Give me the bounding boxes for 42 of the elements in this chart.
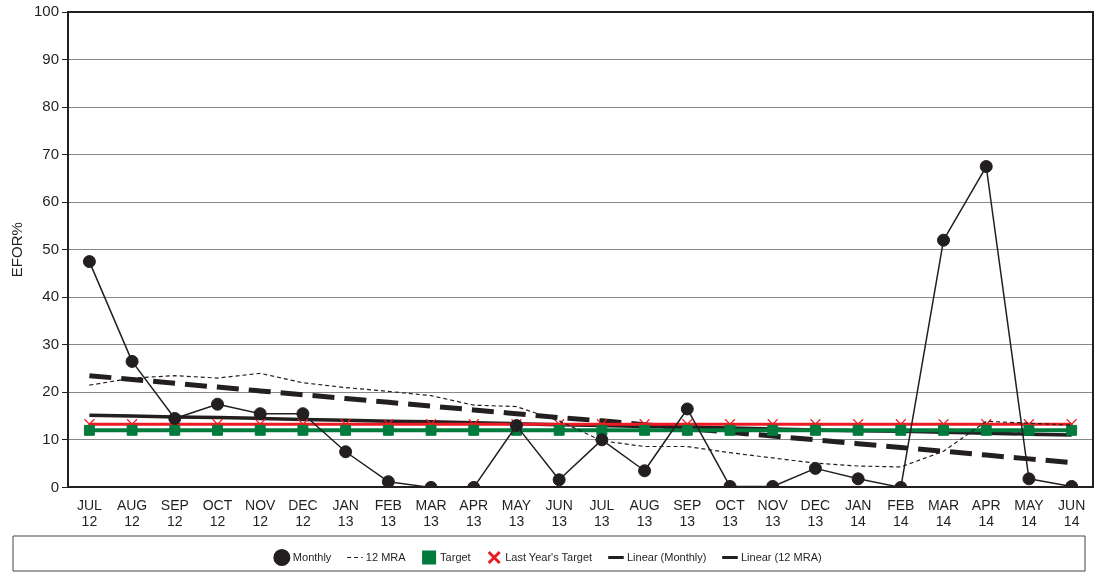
x-tick-label: JUN 14 <box>1058 496 1086 530</box>
y-tick-label: 100 <box>34 2 60 20</box>
x-tick-label: APR 14 <box>971 496 1001 530</box>
x-tick-label: OCT 13 <box>715 496 746 530</box>
x-tick-label: FEB 13 <box>374 496 402 530</box>
legend-label: Last Year's Target <box>505 550 593 563</box>
y-tick-label: 80 <box>42 97 60 115</box>
x-tick-label: JAN 13 <box>332 496 359 530</box>
x-tick-label: JUL 12 <box>76 496 103 530</box>
y-tick-label: 40 <box>42 287 60 305</box>
y-tick-label: 20 <box>42 382 60 400</box>
x-tick-label: JAN 14 <box>844 496 872 530</box>
y-tick-label: 60 <box>42 192 60 210</box>
x-tick-label: APR 13 <box>459 496 489 530</box>
y-tick-label: 90 <box>42 49 60 67</box>
x-tick-label: AUG 13 <box>629 496 660 530</box>
x-tick-label: OCT 12 <box>202 496 233 530</box>
x-tick-label: DEC 13 <box>800 496 831 530</box>
x-tick-label: SEP 12 <box>160 496 189 530</box>
y-axis-title: EFOR% <box>8 222 26 278</box>
y-tick-label: 30 <box>42 334 60 352</box>
x-tick-label: NOV 13 <box>757 496 789 530</box>
y-tick-label: 10 <box>42 430 60 447</box>
x-tick-label: AUG 12 <box>116 496 148 530</box>
y-tick-label: 0 <box>50 477 60 495</box>
legend-label: Linear (Monthly) <box>626 550 707 563</box>
x-tick-label: DEC 12 <box>288 496 318 530</box>
x-tick-label: MAY 14 <box>1014 496 1045 530</box>
x-tick-label: MAR 14 <box>927 496 960 530</box>
x-tick-label: MAY 13 <box>501 496 532 530</box>
y-tick-label: 70 <box>42 144 60 162</box>
x-tick-label: JUL 13 <box>589 496 615 530</box>
x-tick-label: FEB 14 <box>887 496 915 530</box>
legend-label: 12 MRA <box>365 550 407 563</box>
legend-label: Monthly <box>292 550 332 563</box>
legend-label: Linear (12 MRA) <box>740 550 822 563</box>
y-tick-label: 50 <box>42 239 60 257</box>
x-tick-label: NOV 12 <box>245 496 277 530</box>
x-tick-label: SEP 13 <box>673 496 702 530</box>
legend-label: Target <box>440 550 471 563</box>
x-tick-label: MAR 13 <box>415 496 447 530</box>
x-tick-label: JUN 13 <box>545 496 573 530</box>
